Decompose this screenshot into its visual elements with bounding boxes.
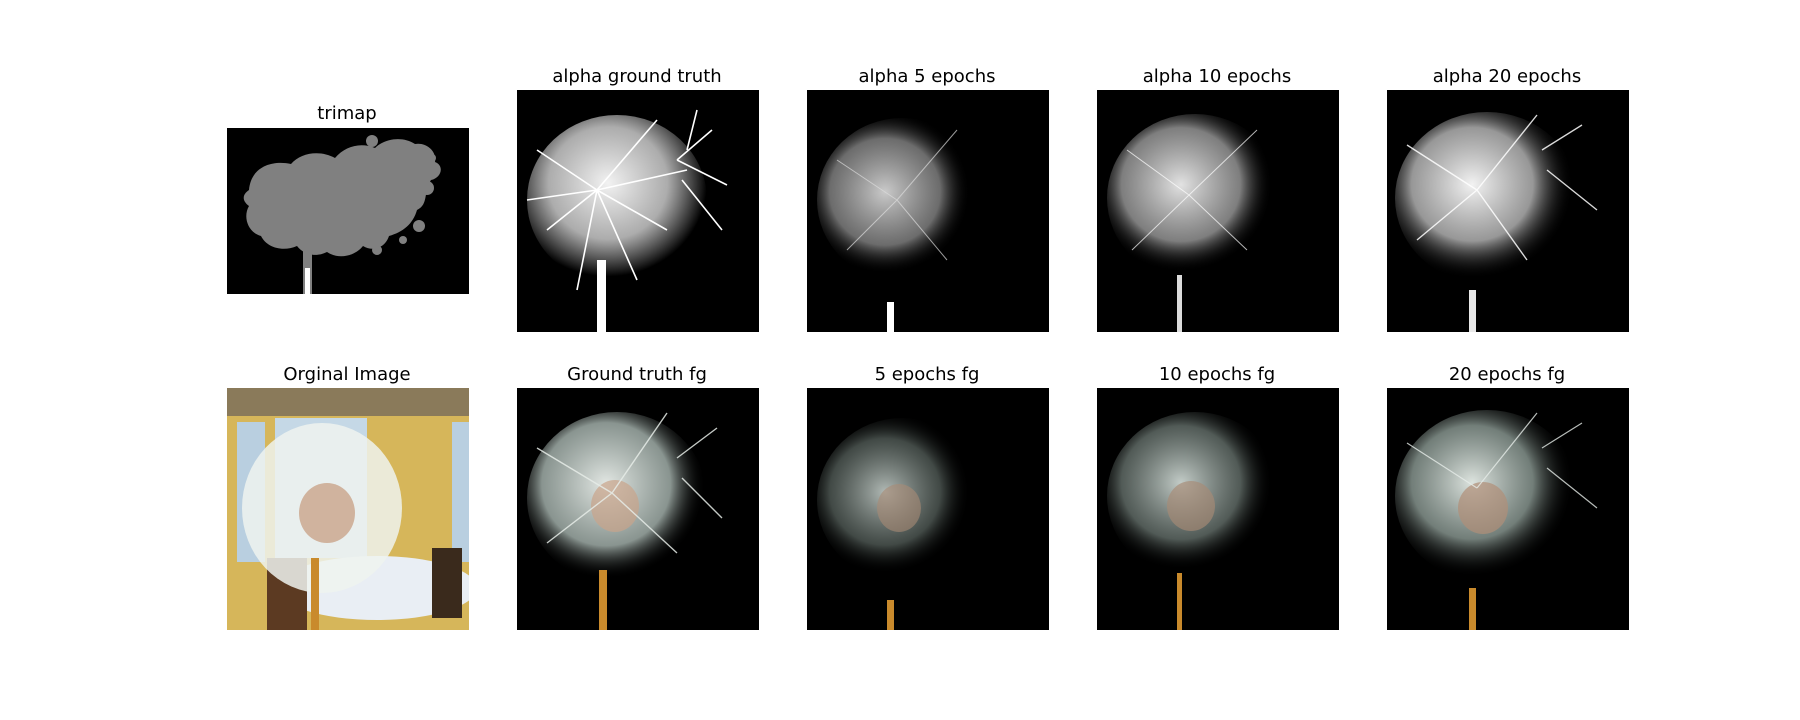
fg-5-svg [817,418,987,630]
alpha-10-epochs-image [1097,90,1339,332]
trimap-title: trimap [317,103,377,124]
fg-5-epochs-title: 5 epochs fg [874,364,980,385]
alpha-5-svg [817,118,987,332]
alpha-20-svg [1395,112,1598,332]
alpha-5-epochs-image [807,90,1049,332]
fg-10-svg [1107,412,1283,630]
original-image-title: Orginal Image [283,364,411,385]
fg-20-svg [1395,410,1598,630]
fg-20-epochs-image [1387,388,1629,630]
fg-10-epochs-image [1097,388,1339,630]
original-svg [227,388,469,630]
fg-5-epochs-image [807,388,1049,630]
trimap-image [227,128,469,294]
alpha-5-epochs-title: alpha 5 epochs [858,66,996,87]
alpha-ground-truth-image [517,90,759,332]
ground-truth-fg-image [517,388,759,630]
original-image [227,388,469,630]
alpha-10-epochs-title: alpha 10 epochs [1142,66,1292,87]
alpha-20-epochs-title: alpha 20 epochs [1432,66,1582,87]
alpha-gt-svg [526,109,728,332]
fg-gt-svg [527,412,723,630]
trimap-svg [243,135,441,294]
alpha-20-epochs-image [1387,90,1629,332]
alpha-10-svg [1107,114,1283,332]
alpha-ground-truth-title: alpha ground truth [552,66,722,87]
ground-truth-fg-title: Ground truth fg [567,364,707,385]
fg-10-epochs-title: 10 epochs fg [1158,364,1276,385]
fg-20-epochs-title: 20 epochs fg [1448,364,1566,385]
